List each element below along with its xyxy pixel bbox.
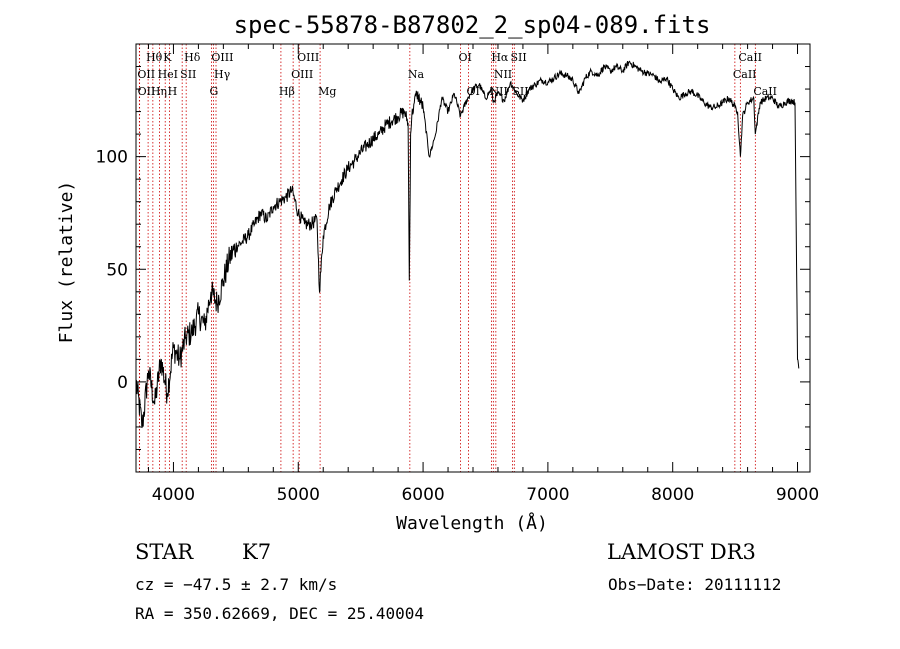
- spectral-line-label: OI: [467, 85, 480, 98]
- plot-frame: [135, 43, 811, 473]
- spectral-line-label: SII: [510, 51, 526, 64]
- spectral-line-label: Hα: [491, 51, 509, 64]
- spectral-line-label: Hη: [151, 85, 167, 98]
- spectrum-series-line: [135, 60, 800, 429]
- spectral-line-label: OII: [138, 85, 156, 98]
- y-tick-label: 100: [96, 148, 128, 168]
- spectral-line-label: Na: [408, 68, 425, 81]
- spectral-line-label: Hθ: [146, 51, 163, 64]
- spectral-line-label: NII: [489, 85, 507, 98]
- spectral-line-label: OII: [137, 68, 155, 81]
- x-tick-label: 4000: [152, 485, 195, 505]
- sky-coordinates: RA = 350.62669, DEC = 25.40004: [135, 604, 424, 623]
- object-class: STAR: [135, 540, 194, 564]
- y-axis-label: Flux (relative): [56, 181, 77, 344]
- y-tick-label: 0: [117, 373, 128, 393]
- spectral-line-label: G: [210, 85, 219, 98]
- spectral-line-label: CaII: [753, 85, 777, 98]
- spectral-line-label: OIII: [297, 51, 319, 64]
- spectral-line-label: HeI: [158, 68, 178, 81]
- spectral-line-label: K: [163, 51, 172, 64]
- spectral-line-label: SII: [512, 85, 528, 98]
- x-axis-label: Wavelength (Å): [396, 512, 548, 534]
- x-tick-label: 7000: [526, 485, 569, 505]
- redshift-velocity: cz = −47.5 ± 2.7 km/s: [135, 575, 338, 594]
- spectral-line-label: NII: [494, 68, 512, 81]
- spectral-line-label: Hγ: [214, 68, 231, 81]
- spectral-line-label: Mg: [318, 85, 336, 98]
- spectral-line-label: Hβ: [279, 85, 295, 98]
- x-tick-label: 6000: [401, 485, 444, 505]
- observation-date: Obs−Date: 20111112: [608, 575, 782, 594]
- chart-title: spec-55878-B87802_2_sp04-089.fits: [234, 11, 711, 39]
- x-tick-label: 8000: [651, 485, 694, 505]
- spectral-line-label: CaII: [733, 68, 757, 81]
- spectral-line-label: CaII: [738, 51, 762, 64]
- x-tick-label: 5000: [277, 485, 320, 505]
- spectral-line-label: SII: [180, 68, 196, 81]
- object-subclass: K7: [242, 540, 272, 564]
- spectral-line-label: OIII: [291, 68, 313, 81]
- y-tick-label: 50: [106, 260, 128, 280]
- spectral-line-label: OI: [459, 51, 472, 64]
- x-tick-label: 9000: [776, 485, 819, 505]
- spectral-line-label: H: [168, 85, 178, 98]
- survey-name: LAMOST DR3: [607, 540, 756, 564]
- spectral-line-label: Hδ: [184, 51, 201, 64]
- spectral-line-label: OIII: [211, 51, 233, 64]
